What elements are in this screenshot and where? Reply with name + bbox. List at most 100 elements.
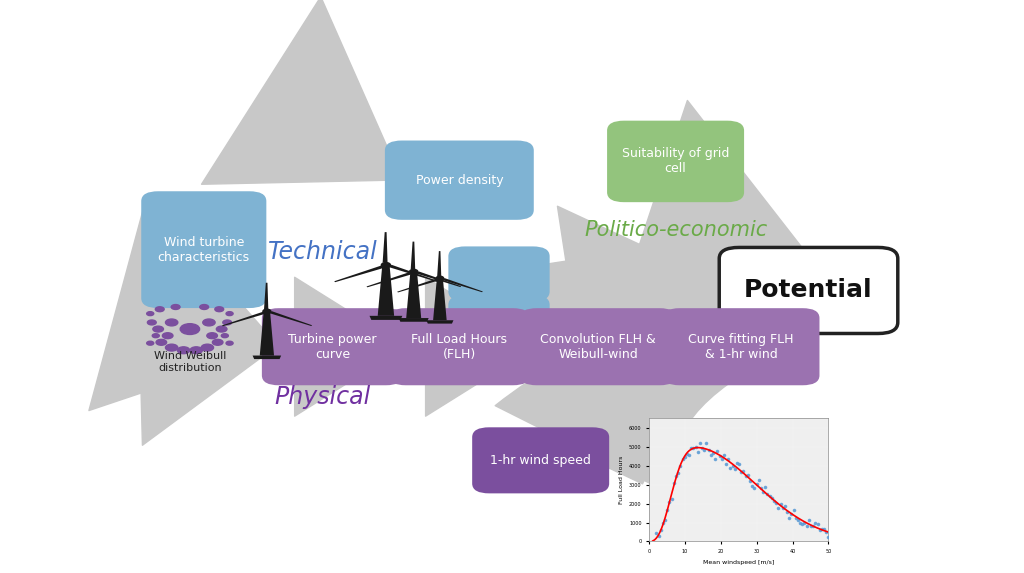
- Polygon shape: [437, 251, 441, 276]
- Point: [783, 509, 800, 519]
- Text: Curve fitting FLH
& 1-hr wind: Curve fitting FLH & 1-hr wind: [688, 333, 794, 361]
- Point: [707, 454, 723, 464]
- Circle shape: [180, 324, 200, 335]
- Point: [675, 454, 691, 464]
- Point: [794, 519, 810, 528]
- Text: Potential: Potential: [744, 278, 872, 303]
- Point: [818, 527, 835, 536]
- Circle shape: [410, 269, 418, 274]
- Text: Physical: Physical: [274, 386, 371, 410]
- Point: [672, 461, 688, 470]
- FancyBboxPatch shape: [719, 248, 898, 333]
- Point: [702, 450, 719, 460]
- Circle shape: [200, 305, 209, 309]
- Point: [696, 445, 713, 454]
- Polygon shape: [442, 278, 483, 292]
- Point: [679, 449, 695, 458]
- Circle shape: [212, 339, 223, 346]
- FancyBboxPatch shape: [521, 309, 676, 384]
- Circle shape: [171, 305, 180, 309]
- FancyBboxPatch shape: [608, 121, 743, 201]
- Text: Technical: Technical: [267, 240, 377, 264]
- Point: [648, 529, 665, 538]
- Circle shape: [226, 312, 233, 316]
- Circle shape: [381, 262, 390, 268]
- Point: [809, 519, 825, 528]
- Point: [735, 466, 752, 476]
- Point: [718, 460, 734, 469]
- Point: [683, 443, 699, 452]
- Circle shape: [153, 333, 160, 337]
- Point: [746, 484, 763, 493]
- Circle shape: [190, 347, 203, 354]
- Point: [716, 450, 732, 460]
- Point: [764, 493, 780, 503]
- Point: [762, 492, 778, 501]
- Point: [811, 525, 827, 534]
- FancyBboxPatch shape: [386, 142, 532, 219]
- FancyBboxPatch shape: [170, 298, 184, 380]
- Polygon shape: [222, 312, 265, 326]
- Point: [692, 438, 709, 448]
- Point: [781, 513, 798, 522]
- FancyBboxPatch shape: [664, 309, 818, 384]
- X-axis label: Mean windspeed [m/s]: Mean windspeed [m/s]: [703, 560, 774, 564]
- Point: [768, 499, 784, 508]
- Text: Power density: Power density: [416, 174, 503, 187]
- Point: [685, 444, 701, 453]
- Polygon shape: [269, 311, 312, 326]
- Point: [659, 506, 676, 515]
- Point: [731, 460, 748, 469]
- Polygon shape: [426, 320, 454, 324]
- Circle shape: [147, 320, 157, 325]
- Circle shape: [221, 333, 228, 337]
- Polygon shape: [253, 355, 282, 359]
- FancyBboxPatch shape: [142, 193, 265, 307]
- Point: [741, 477, 758, 486]
- Point: [820, 532, 837, 541]
- Point: [666, 478, 682, 488]
- Point: [727, 465, 743, 474]
- Point: [677, 452, 693, 461]
- Circle shape: [223, 320, 231, 325]
- Polygon shape: [334, 265, 384, 282]
- Point: [733, 468, 750, 477]
- Point: [776, 501, 793, 510]
- Point: [654, 519, 671, 528]
- Polygon shape: [370, 316, 402, 320]
- Point: [785, 506, 802, 515]
- Text: Full Load Hours
(FLH): Full Load Hours (FLH): [412, 333, 507, 361]
- Text: Turbine power
curve: Turbine power curve: [288, 333, 377, 361]
- Polygon shape: [264, 282, 268, 309]
- Point: [816, 524, 833, 533]
- Polygon shape: [367, 272, 412, 287]
- Point: [712, 452, 728, 461]
- Polygon shape: [260, 312, 274, 355]
- Circle shape: [166, 319, 178, 326]
- Circle shape: [166, 344, 178, 351]
- Polygon shape: [417, 272, 461, 287]
- Point: [805, 521, 821, 531]
- Point: [724, 461, 740, 470]
- FancyBboxPatch shape: [450, 248, 549, 300]
- Circle shape: [226, 342, 233, 345]
- Circle shape: [146, 342, 154, 345]
- Point: [790, 516, 806, 525]
- Text: Suitability of grid
cell: Suitability of grid cell: [622, 147, 729, 175]
- Point: [689, 448, 706, 457]
- Circle shape: [201, 344, 214, 351]
- Point: [698, 439, 715, 448]
- Circle shape: [156, 339, 167, 346]
- Polygon shape: [407, 272, 421, 318]
- Circle shape: [177, 347, 189, 354]
- Point: [710, 446, 726, 456]
- Point: [787, 513, 804, 522]
- Point: [801, 515, 817, 524]
- Point: [759, 489, 775, 499]
- Point: [681, 450, 697, 460]
- Point: [650, 532, 667, 541]
- Point: [729, 459, 745, 468]
- Text: Convolution FLH &
Weibull-wind: Convolution FLH & Weibull-wind: [541, 333, 656, 361]
- Point: [766, 496, 782, 505]
- Point: [668, 472, 684, 481]
